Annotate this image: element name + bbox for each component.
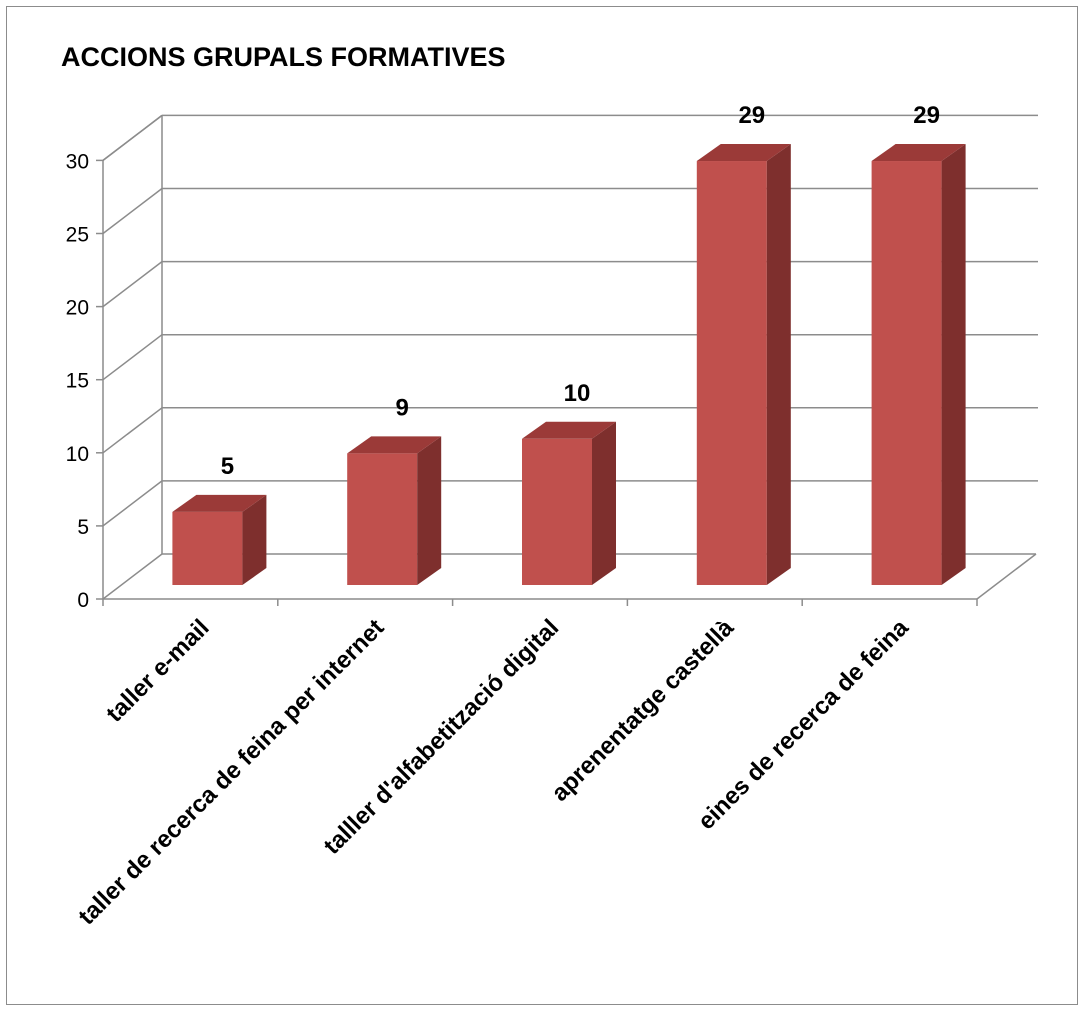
gridline-side: [102, 261, 163, 308]
bar-top: [871, 144, 966, 162]
bar-side: [592, 421, 616, 585]
bar-side: [941, 144, 966, 585]
bar-front: [172, 511, 243, 585]
data-labels: 5 9 10 29 29: [221, 102, 940, 480]
y-tick-label: 25: [66, 224, 89, 247]
y-tick-label: 15: [66, 370, 89, 393]
category-label: aprenentatge castellà: [546, 614, 739, 807]
gridline-side: [102, 334, 163, 381]
bar-front: [347, 453, 418, 585]
data-label: 29: [738, 102, 765, 129]
category-label: taller e-mail: [101, 614, 214, 727]
bar-side: [766, 144, 791, 585]
bar: [696, 144, 791, 585]
bar-front: [522, 438, 592, 585]
bar-top: [172, 494, 267, 512]
y-tick-label: 20: [66, 297, 89, 320]
bars: [172, 144, 966, 585]
data-label: 10: [564, 380, 591, 407]
y-tick-label: 10: [66, 443, 89, 466]
y-tick-label: 5: [77, 516, 89, 539]
bar-top: [696, 144, 791, 162]
data-label: 5: [221, 453, 234, 480]
y-tick-label: 30: [66, 150, 89, 173]
data-label: 29: [913, 102, 940, 129]
data-label: 9: [396, 394, 409, 421]
category-label: eines de recerca de feina: [693, 614, 914, 835]
gridline-side: [102, 480, 163, 527]
bar: [522, 421, 616, 585]
gridline-side: [102, 553, 163, 600]
y-tick-label: 0: [77, 589, 89, 612]
bar-side: [242, 494, 267, 585]
bar: [347, 436, 442, 585]
gridline-side: [102, 407, 163, 454]
bar-front: [871, 161, 942, 585]
bar: [871, 144, 966, 585]
bar-side: [417, 436, 442, 585]
axes: 0 5 10 15 20 25 30: [66, 114, 978, 612]
side-wall-top: [102, 114, 163, 161]
category-label: taller de recerca de feina per internet: [73, 614, 389, 930]
bar-top: [347, 436, 442, 454]
gridline-side: [102, 187, 163, 235]
bar-front: [696, 161, 767, 585]
chart-title: ACCIONS GRUPALS FORMATIVES: [61, 42, 506, 72]
bar-top: [522, 421, 616, 439]
bar: [172, 494, 267, 585]
floor-right-edge: [976, 553, 1037, 600]
